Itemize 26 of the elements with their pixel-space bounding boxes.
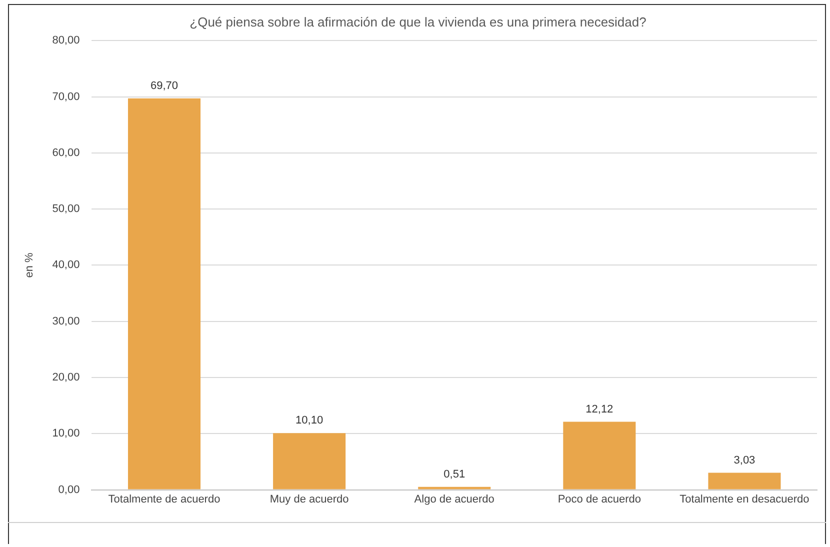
bar [418, 486, 491, 490]
y-tick-label: 60,00 [52, 146, 80, 159]
x-tick-label: Totalmente en desacuerdo [680, 493, 810, 506]
x-tick-label: Algo de acuerdo [414, 493, 494, 506]
bar [273, 433, 346, 490]
data-label: 69,70 [150, 80, 178, 92]
data-label: 3,03 [734, 454, 756, 466]
data-label: 10,10 [296, 414, 324, 427]
bar [128, 98, 201, 490]
bar [563, 422, 636, 490]
x-tick-label: Muy de acuerdo [270, 493, 349, 506]
x-tick-label: Totalmente de acuerdo [108, 493, 220, 506]
chart-title: ¿Qué piensa sobre la afirmación de que la vivienda es una primera necesidad? [190, 14, 646, 30]
data-label: 12,12 [586, 403, 614, 416]
y-tick-label: 80,00 [52, 34, 80, 47]
y-axis-title: en % [24, 252, 36, 278]
y-tick-label: 30,00 [52, 315, 80, 328]
y-tick-label: 10,00 [52, 428, 80, 440]
data-label: 0,51 [444, 468, 466, 480]
y-tick-label: 40,00 [52, 259, 80, 272]
y-tick-label: 20,00 [52, 372, 80, 384]
bar [708, 472, 781, 490]
x-tick-label: Poco de acuerdo [558, 493, 642, 506]
y-tick-label: 50,00 [52, 203, 80, 216]
y-tick-label: 70,00 [52, 90, 80, 103]
y-tick-label: 0,00 [58, 484, 80, 496]
